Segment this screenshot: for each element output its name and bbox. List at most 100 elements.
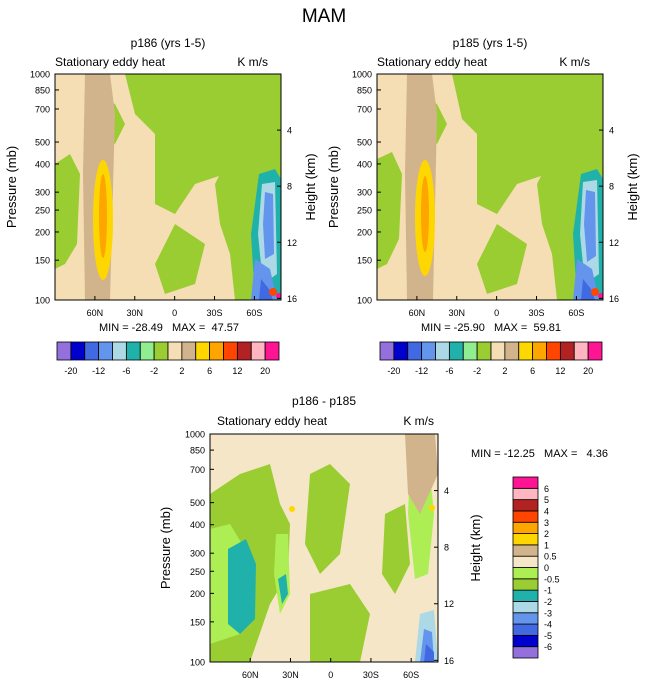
colorbar-label: 4 xyxy=(544,506,549,516)
colorbar-swatch xyxy=(250,341,266,361)
y-tick-label: 400 xyxy=(357,159,372,169)
y-tick-label: 250 xyxy=(35,206,50,216)
y-tick-label: 850 xyxy=(190,446,205,456)
x-tick-label: 0 xyxy=(494,308,499,318)
min-max-stats: MIN = -28.49 MAX = 47.57 xyxy=(99,322,239,334)
y-tick-label: 400 xyxy=(35,159,50,169)
colorbar-swatch xyxy=(512,601,539,614)
right-y-axis: 4 8 12 16 xyxy=(599,126,619,304)
y-tick-label: 1000 xyxy=(185,430,205,440)
colorbar-swatch xyxy=(532,341,547,361)
y-tick-label: 300 xyxy=(35,188,50,198)
y-tick-label: 200 xyxy=(35,227,50,237)
colorbar-swatch xyxy=(84,341,100,361)
contour-field xyxy=(55,74,281,300)
x-tick-label: 60N xyxy=(87,308,104,318)
colorbar-label: -6 xyxy=(544,642,552,652)
colorbar-swatch xyxy=(125,341,141,361)
min-max-stats: MIN = -25.90 MAX = 59.81 xyxy=(421,322,561,334)
right-tick-label: 12 xyxy=(609,238,619,248)
colorbar-top-1: -20 -12 -6 -2 2 6 12 20 xyxy=(56,341,280,376)
colorbar-swatch xyxy=(462,341,478,361)
y-axis-right-label: Height (km) xyxy=(468,514,483,581)
y-tick-label: 100 xyxy=(357,296,372,306)
colorbar-swatch xyxy=(223,341,238,361)
colorbar-label: -2 xyxy=(473,366,481,376)
left-y-axis: 100 150 200 250 300 400 500 700 850 1000 xyxy=(185,430,214,668)
colorbar-label: -20 xyxy=(64,366,77,376)
colorbar-label: -6 xyxy=(445,366,453,376)
y-tick-label: 200 xyxy=(190,589,205,599)
colorbar-swatch xyxy=(512,476,539,489)
colorbar-label: 2 xyxy=(179,366,184,376)
colorbar-swatch xyxy=(512,589,539,602)
colorbar-label: 3 xyxy=(544,518,549,528)
panel-difference: p186 - p185 Stationary eddy heat K m/s 1… xyxy=(158,394,608,680)
x-tick-label: 30N xyxy=(449,308,466,318)
colorbar-label: 1 xyxy=(544,540,549,550)
right-tick-label: 12 xyxy=(444,599,454,609)
y-tick-label: 250 xyxy=(190,567,205,577)
panel-p186: p186 (yrs 1-5) Stationary eddy heat K m/… xyxy=(4,36,318,376)
x-tick-label: 60N xyxy=(242,670,259,680)
colorbar-label: -2 xyxy=(544,597,552,607)
colorbar-swatch xyxy=(264,341,280,361)
colorbar-label: 12 xyxy=(232,366,242,376)
y-tick-label: 700 xyxy=(190,465,205,475)
x-tick-label: 60S xyxy=(568,308,584,318)
colorbar-swatch xyxy=(98,341,113,361)
panel-title: p186 (yrs 1-5) xyxy=(131,36,206,50)
y-tick-label: 300 xyxy=(190,549,205,559)
contour-field xyxy=(210,434,438,662)
right-tick-label: 8 xyxy=(609,182,614,192)
y-tick-label: 150 xyxy=(357,256,372,266)
left-string: Stationary eddy heat xyxy=(377,55,488,69)
colorbar-swatch xyxy=(393,341,409,361)
colorbar-label: 6 xyxy=(544,484,549,494)
colorbar-swatch xyxy=(112,341,127,361)
y-tick-label: 1000 xyxy=(352,70,372,80)
y-tick-label: 500 xyxy=(190,498,205,508)
y-tick-label: 200 xyxy=(357,227,372,237)
colorbar-swatch xyxy=(139,341,155,361)
colorbar-swatch xyxy=(518,341,534,361)
right-tick-label: 4 xyxy=(609,126,614,136)
right-string: K m/s xyxy=(237,55,268,69)
x-tick-label: 30S xyxy=(207,308,223,318)
panel-title: p185 (yrs 1-5) xyxy=(453,36,528,50)
colorbar-swatch xyxy=(167,341,183,361)
y-tick-label: 150 xyxy=(190,617,205,627)
colorbar-swatch xyxy=(587,341,603,361)
colorbar-label: -0.5 xyxy=(544,574,560,584)
colorbar-label: 0 xyxy=(544,563,549,573)
left-y-axis: 100 150 200 250 300 400 500 700 850 1000 xyxy=(352,70,381,306)
panel-p185: p185 (yrs 1-5) Stationary eddy heat K m/… xyxy=(326,36,640,376)
right-tick-label: 4 xyxy=(444,486,449,496)
y-tick-label: 1000 xyxy=(30,70,50,80)
x-tick-label: 30S xyxy=(363,670,379,680)
colorbar-label: -1 xyxy=(544,586,552,596)
colorbar-swatch xyxy=(448,341,464,361)
y-tick-label: 700 xyxy=(357,105,372,115)
colorbar-swatch xyxy=(490,341,506,361)
y-tick-label: 100 xyxy=(35,296,50,306)
colorbar-label: -20 xyxy=(387,366,400,376)
x-axis: 60N 30N 0 30S 60S xyxy=(87,296,262,318)
colorbar-swatch xyxy=(546,341,561,361)
y-axis-label: Pressure (mb) xyxy=(4,146,19,228)
y-tick-label: 850 xyxy=(35,85,50,95)
right-y-axis: 4 8 12 16 xyxy=(434,486,454,666)
right-tick-label: 16 xyxy=(444,656,454,666)
x-tick-label: 0 xyxy=(172,308,177,318)
colorbar-swatch xyxy=(512,646,539,659)
colorbar-label: 6 xyxy=(207,366,212,376)
colorbar-swatch xyxy=(512,499,539,512)
colorbar-swatch xyxy=(512,567,539,580)
y-tick-label: 500 xyxy=(35,138,50,148)
colorbar-label: 0.5 xyxy=(544,552,557,562)
colorbar-swatch xyxy=(421,341,436,361)
colorbar-swatch xyxy=(512,623,539,636)
colorbar-vertical: 654 321 0.50-0.5 -1-2-3 -4-5-6 xyxy=(512,476,560,659)
panel-title: p186 - p185 xyxy=(292,394,356,408)
left-string: Stationary eddy heat xyxy=(55,55,166,69)
